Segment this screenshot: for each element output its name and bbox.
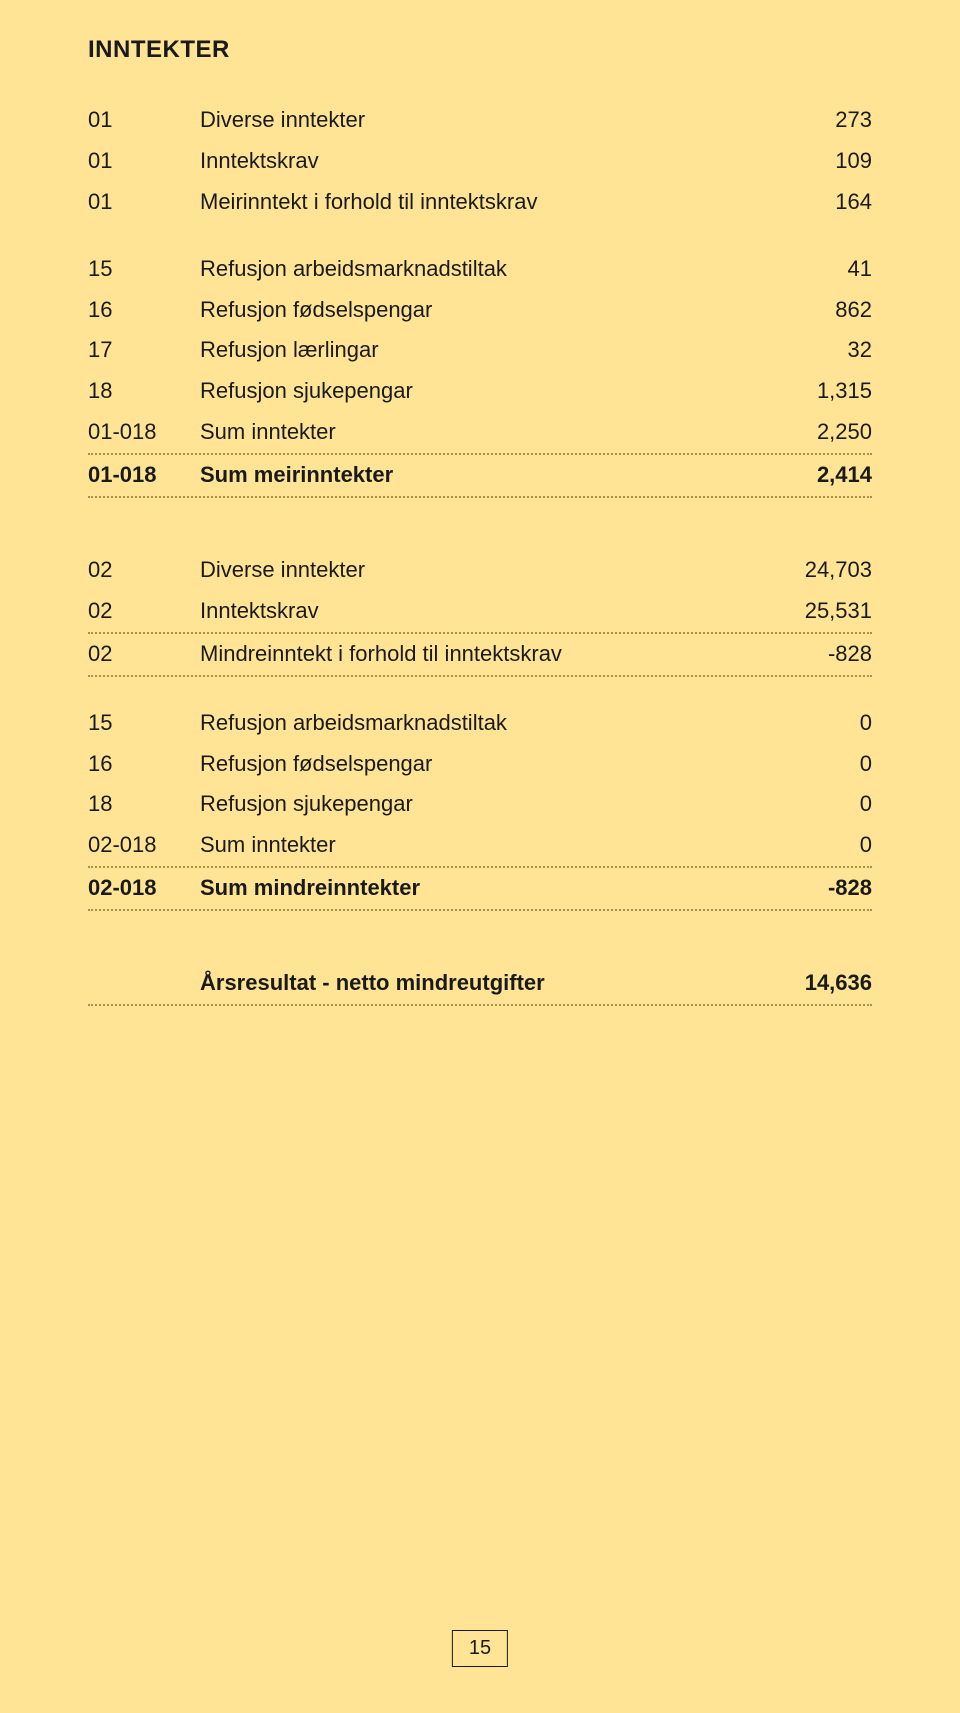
row-value: 14,636 (752, 967, 872, 999)
table-row: 17 Refusjon lærlingar 32 (88, 330, 872, 371)
row-code: 02 (88, 638, 200, 670)
row-code: 15 (88, 253, 200, 285)
row-label: Refusjon arbeidsmarknadstiltak (200, 707, 752, 739)
row-value: -828 (752, 872, 872, 904)
table-row: 15 Refusjon arbeidsmarknadstiltak 0 (88, 703, 872, 744)
row-label: Refusjon lærlingar (200, 334, 752, 366)
table-row: 16 Refusjon fødselspengar 0 (88, 744, 872, 785)
row-value: 273 (752, 104, 872, 136)
row-value: 2,414 (752, 459, 872, 491)
row-code: 18 (88, 788, 200, 820)
section-title: INNTEKTER (88, 36, 872, 64)
spacer (88, 498, 872, 524)
page-number: 15 (452, 1630, 508, 1667)
row-value: 24,703 (752, 554, 872, 586)
table-row: 02-018 Sum inntekter 0 (88, 825, 872, 868)
table-row: 01 Meirinntekt i forhold til inntektskra… (88, 182, 872, 223)
table-row-sum: 01-018 Sum meirinntekter 2,414 (88, 455, 872, 498)
spacer (88, 911, 872, 937)
table-row: 01 Diverse inntekter 273 (88, 100, 872, 141)
spacer (88, 223, 872, 249)
row-label: Mindreinntekt i forhold til inntektskrav (200, 638, 752, 670)
row-code: 16 (88, 294, 200, 326)
table-row: 18 Refusjon sjukepengar 0 (88, 784, 872, 825)
row-value: 0 (752, 707, 872, 739)
row-label: Refusjon arbeidsmarknadstiltak (200, 253, 752, 285)
row-label: Refusjon sjukepengar (200, 375, 752, 407)
row-value: 2,250 (752, 416, 872, 448)
row-code: 01-018 (88, 416, 200, 448)
row-code: 18 (88, 375, 200, 407)
row-value: 41 (752, 253, 872, 285)
spacer (88, 937, 872, 963)
row-label: Inntektskrav (200, 595, 752, 627)
row-label: Refusjon sjukepengar (200, 788, 752, 820)
table-row: 15 Refusjon arbeidsmarknadstiltak 41 (88, 249, 872, 290)
row-code: 15 (88, 707, 200, 739)
row-value: -828 (752, 638, 872, 670)
row-label: Sum meirinntekter (200, 459, 752, 491)
row-code: 01-018 (88, 459, 200, 491)
table-row: 02 Mindreinntekt i forhold til inntektsk… (88, 634, 872, 677)
row-value: 0 (752, 748, 872, 780)
row-label: Sum inntekter (200, 416, 752, 448)
row-value: 0 (752, 788, 872, 820)
row-value: 109 (752, 145, 872, 177)
table-row-sum: 02-018 Sum mindreinntekter -828 (88, 868, 872, 911)
table-row: 01 Inntektskrav 109 (88, 141, 872, 182)
spacer (88, 677, 872, 703)
table-row: 01-018 Sum inntekter 2,250 (88, 412, 872, 455)
row-label: Refusjon fødselspengar (200, 294, 752, 326)
row-code: 02-018 (88, 829, 200, 861)
table-row: 18 Refusjon sjukepengar 1,315 (88, 371, 872, 412)
row-value: 862 (752, 294, 872, 326)
result-row: Årsresultat - netto mindreutgifter 14,63… (88, 963, 872, 1006)
row-label: Diverse inntekter (200, 554, 752, 586)
row-label: Sum mindreinntekter (200, 872, 752, 904)
row-code: 17 (88, 334, 200, 366)
row-code: 02-018 (88, 872, 200, 904)
row-label: Sum inntekter (200, 829, 752, 861)
row-code: 16 (88, 748, 200, 780)
table-row: 16 Refusjon fødselspengar 862 (88, 290, 872, 331)
row-value: 164 (752, 186, 872, 218)
row-value: 25,531 (752, 595, 872, 627)
row-code: 02 (88, 595, 200, 627)
row-value: 0 (752, 829, 872, 861)
row-code: 01 (88, 104, 200, 136)
row-label: Refusjon fødselspengar (200, 748, 752, 780)
row-value: 1,315 (752, 375, 872, 407)
row-label: Inntektskrav (200, 145, 752, 177)
row-value: 32 (752, 334, 872, 366)
document-page page: INNTEKTER 01 Diverse inntekter 273 01 In… (0, 0, 960, 1713)
row-code: 01 (88, 186, 200, 218)
row-code: 02 (88, 554, 200, 586)
spacer (88, 524, 872, 550)
table-row: 02 Inntektskrav 25,531 (88, 591, 872, 634)
row-label: Diverse inntekter (200, 104, 752, 136)
row-label: Årsresultat - netto mindreutgifter (200, 967, 752, 999)
row-label: Meirinntekt i forhold til inntektskrav (200, 186, 752, 218)
row-code: 01 (88, 145, 200, 177)
table-row: 02 Diverse inntekter 24,703 (88, 550, 872, 591)
